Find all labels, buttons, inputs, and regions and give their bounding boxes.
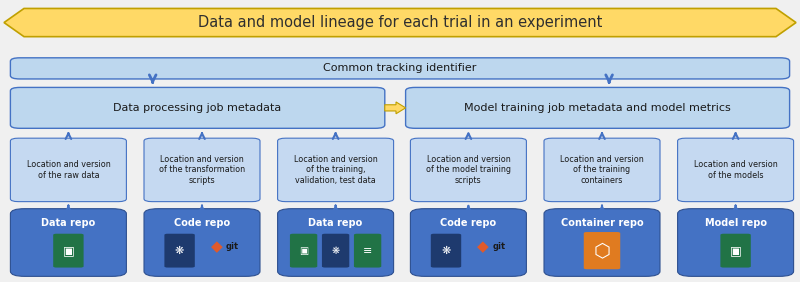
FancyBboxPatch shape bbox=[584, 232, 620, 269]
FancyBboxPatch shape bbox=[544, 209, 660, 276]
FancyBboxPatch shape bbox=[278, 138, 394, 202]
Text: Location and version
of the raw data: Location and version of the raw data bbox=[26, 160, 110, 180]
FancyBboxPatch shape bbox=[10, 87, 385, 128]
Text: Location and version
of the training,
validation, test data: Location and version of the training, va… bbox=[294, 155, 378, 185]
FancyBboxPatch shape bbox=[10, 138, 126, 202]
Text: Data and model lineage for each trial in an experiment: Data and model lineage for each trial in… bbox=[198, 15, 602, 30]
Text: ❋: ❋ bbox=[331, 246, 340, 256]
FancyBboxPatch shape bbox=[290, 234, 318, 268]
FancyBboxPatch shape bbox=[678, 209, 794, 276]
Text: ❋: ❋ bbox=[442, 246, 450, 256]
Text: Data processing job metadata: Data processing job metadata bbox=[114, 103, 282, 113]
Text: Location and version
of the model training
scripts: Location and version of the model traini… bbox=[426, 155, 511, 185]
FancyBboxPatch shape bbox=[165, 234, 195, 268]
FancyBboxPatch shape bbox=[53, 234, 83, 268]
FancyBboxPatch shape bbox=[10, 58, 790, 79]
Text: ▣: ▣ bbox=[299, 246, 308, 256]
FancyBboxPatch shape bbox=[406, 87, 790, 128]
FancyBboxPatch shape bbox=[144, 209, 260, 276]
Polygon shape bbox=[4, 8, 796, 37]
Text: ▣: ▣ bbox=[62, 244, 74, 257]
Text: ◆: ◆ bbox=[210, 239, 222, 254]
Text: Model training job metadata and model metrics: Model training job metadata and model me… bbox=[464, 103, 731, 113]
Text: Location and version
of the transformation
scripts: Location and version of the transformati… bbox=[159, 155, 245, 185]
Text: ⬡: ⬡ bbox=[594, 241, 610, 260]
Text: Code repo: Code repo bbox=[440, 218, 497, 228]
Text: git: git bbox=[226, 242, 239, 251]
Text: Location and version
of the training
containers: Location and version of the training con… bbox=[560, 155, 644, 185]
FancyBboxPatch shape bbox=[544, 138, 660, 202]
Text: ≡: ≡ bbox=[363, 246, 372, 256]
FancyBboxPatch shape bbox=[410, 209, 526, 276]
Text: Code repo: Code repo bbox=[174, 218, 230, 228]
FancyBboxPatch shape bbox=[322, 234, 350, 268]
FancyBboxPatch shape bbox=[278, 209, 394, 276]
FancyBboxPatch shape bbox=[144, 138, 260, 202]
Polygon shape bbox=[385, 102, 406, 114]
Text: ▣: ▣ bbox=[730, 244, 742, 257]
Text: ❋: ❋ bbox=[175, 246, 184, 256]
FancyBboxPatch shape bbox=[430, 234, 461, 268]
FancyBboxPatch shape bbox=[678, 138, 794, 202]
Text: Location and version
of the models: Location and version of the models bbox=[694, 160, 778, 180]
FancyBboxPatch shape bbox=[720, 234, 750, 268]
FancyBboxPatch shape bbox=[354, 234, 382, 268]
Text: Data repo: Data repo bbox=[42, 218, 95, 228]
Text: Container repo: Container repo bbox=[561, 218, 643, 228]
Text: ◆: ◆ bbox=[477, 239, 489, 254]
Text: Model repo: Model repo bbox=[705, 218, 766, 228]
Text: git: git bbox=[492, 242, 506, 251]
Text: Common tracking identifier: Common tracking identifier bbox=[323, 63, 477, 73]
FancyBboxPatch shape bbox=[10, 209, 126, 276]
Text: Data repo: Data repo bbox=[309, 218, 362, 228]
FancyBboxPatch shape bbox=[410, 138, 526, 202]
